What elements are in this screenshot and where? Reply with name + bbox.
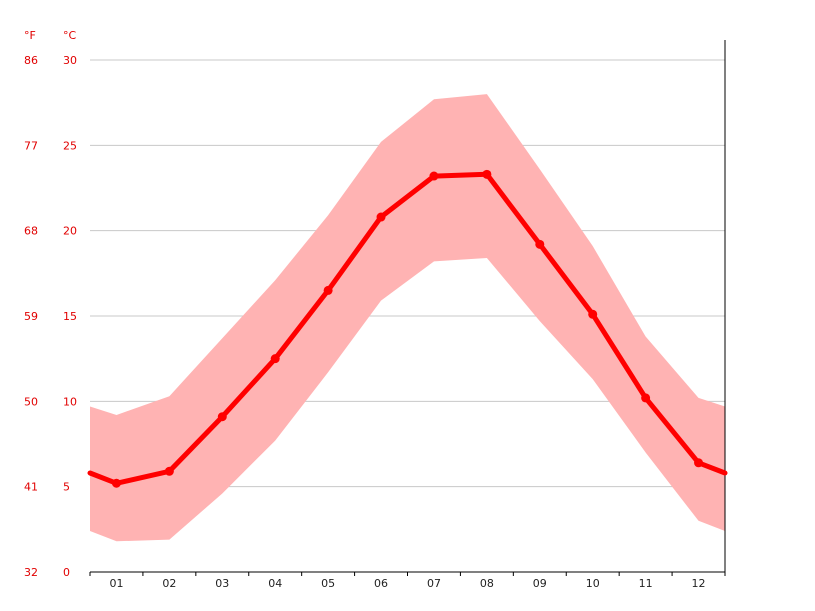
y-tick-fahrenheit: 68	[24, 225, 38, 238]
y-tick-celsius: 5	[63, 481, 70, 494]
x-tick-label: 05	[321, 577, 335, 590]
x-tick-label: 12	[692, 577, 706, 590]
y-tick-celsius: 0	[63, 566, 70, 579]
mean-point	[694, 458, 704, 468]
x-tick-label: 07	[427, 577, 441, 590]
y-tick-celsius: 25	[63, 139, 77, 152]
y-tick-fahrenheit: 59	[24, 310, 38, 323]
mean-point	[641, 393, 651, 403]
x-tick-label: 06	[374, 577, 388, 590]
fahrenheit-unit-label: °F	[24, 29, 36, 42]
mean-temperature-line	[87, 171, 728, 486]
y-tick-fahrenheit: 77	[24, 139, 38, 152]
mean-temperature-points	[111, 169, 704, 488]
y-tick-celsius: 20	[63, 225, 77, 238]
y-tick-celsius: 30	[63, 54, 77, 67]
y-axis-labels: °F °C 32 0 41 5 50 10 59 15 68 20 77 25 86 30	[24, 29, 77, 579]
mean-point	[588, 309, 598, 319]
y-tick-fahrenheit: 86	[24, 54, 38, 67]
mean-point	[270, 354, 280, 364]
x-tick-label: 08	[480, 577, 494, 590]
y-tick-celsius: 15	[63, 310, 77, 323]
x-tick-label: 03	[215, 577, 229, 590]
x-tick-label: 02	[162, 577, 176, 590]
mean-point	[111, 478, 121, 488]
x-tick-label: 01	[109, 577, 123, 590]
y-tick-fahrenheit: 32	[24, 566, 38, 579]
mean-point	[482, 169, 492, 179]
mean-point	[164, 466, 174, 476]
mean-point	[323, 285, 333, 295]
mean-point	[429, 171, 439, 181]
mean-point	[535, 239, 545, 249]
axes	[89, 40, 726, 576]
y-tick-celsius: 10	[63, 395, 77, 408]
mean-point	[376, 212, 386, 222]
y-tick-fahrenheit: 50	[24, 395, 38, 408]
x-axis-labels: 01 02 03 04 05 06 07 08 09 10 11 12	[109, 577, 705, 590]
celsius-unit-label: °C	[63, 29, 77, 42]
y-tick-fahrenheit: 41	[24, 481, 38, 494]
x-tick-label: 09	[533, 577, 547, 590]
x-tick-label: 04	[268, 577, 282, 590]
x-tick-label: 11	[639, 577, 653, 590]
mean-point	[217, 412, 227, 422]
x-tick-label: 10	[586, 577, 600, 590]
temperature-range-band	[90, 94, 725, 542]
